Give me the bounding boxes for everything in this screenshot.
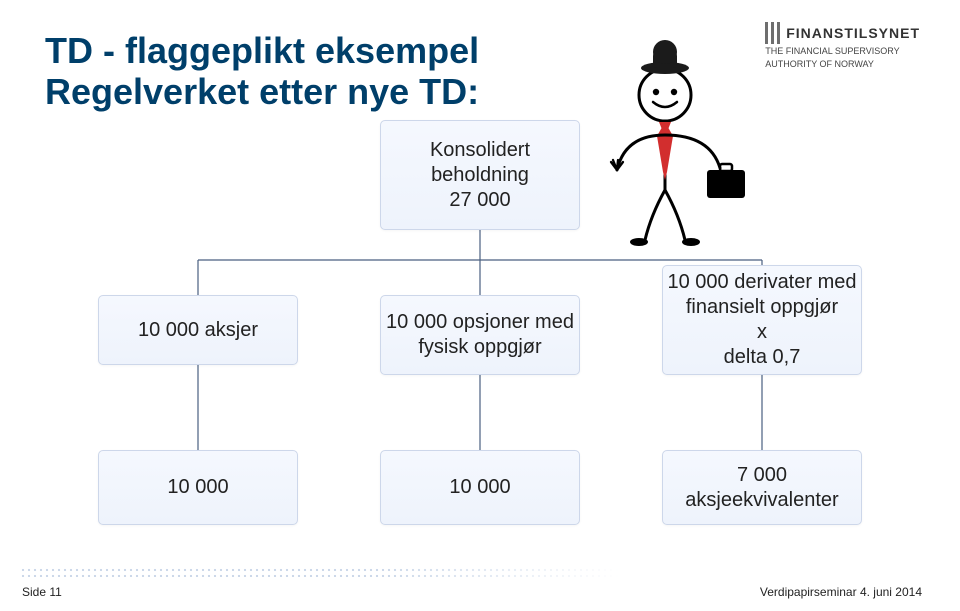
box-m3-line: delta 0,7: [724, 345, 801, 370]
brand-block: FINANSTILSYNET THE FINANCIAL SUPERVISORY…: [765, 22, 920, 70]
box-m3: 10 000 derivater medfinansielt oppgjørxd…: [662, 265, 862, 375]
box-top-line: 27 000: [449, 188, 510, 213]
box-b3: 7 000aksjeekvivalenter: [662, 450, 862, 525]
box-m1: 10 000 aksjer: [98, 295, 298, 365]
box-m2-line: fysisk oppgjør: [418, 335, 541, 360]
brand-name: FINANSTILSYNET: [786, 25, 920, 41]
box-top: Konsolidertbeholdning27 000: [380, 120, 580, 230]
box-top-line: beholdning: [431, 163, 529, 188]
box-m3-line: x: [757, 320, 767, 345]
box-b2: 10 000: [380, 450, 580, 525]
box-top-line: Konsolidert: [430, 138, 530, 163]
box-b1-line: 10 000: [167, 475, 228, 500]
brand-bar: [777, 22, 780, 44]
box-m3-line: finansielt oppgjør: [686, 295, 838, 320]
brand-sub2: AUTHORITY OF NORWAY: [765, 59, 920, 70]
box-b3-line: 7 000: [737, 463, 787, 488]
slide-title: TD - flaggeplikt eksempel Regelverket et…: [45, 30, 479, 113]
org-chart: Konsolidertbeholdning27 000 10 000 aksjer…: [70, 120, 890, 540]
footer-dots-decoration: [20, 567, 620, 577]
box-m3-line: 10 000 derivater med: [667, 270, 856, 295]
brand-sub1: THE FINANCIAL SUPERVISORY: [765, 46, 920, 57]
footer-left: Side 11: [22, 585, 62, 599]
box-b3-line: aksjeekvivalenter: [685, 488, 838, 513]
footer-right: Verdipapirseminar 4. juni 2014: [760, 585, 922, 599]
footer: Side 11 Verdipapirseminar 4. juni 2014: [0, 567, 960, 601]
slide-root: TD - flaggeplikt eksempel Regelverket et…: [0, 0, 960, 611]
brand-logo: FINANSTILSYNET: [765, 22, 920, 44]
box-b1: 10 000: [98, 450, 298, 525]
title-line2: Regelverket etter nye TD:: [45, 71, 479, 112]
box-m1-line: 10 000 aksjer: [138, 318, 258, 343]
box-m2-line: 10 000 opsjoner med: [386, 310, 574, 335]
title-line1: TD - flaggeplikt eksempel: [45, 30, 479, 71]
box-b2-line: 10 000: [449, 475, 510, 500]
box-m2: 10 000 opsjoner medfysisk oppgjør: [380, 295, 580, 375]
